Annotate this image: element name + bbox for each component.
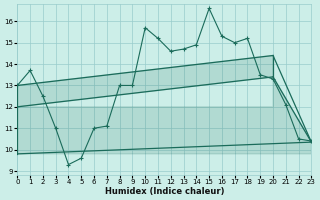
Polygon shape	[17, 77, 311, 154]
Polygon shape	[17, 56, 273, 107]
X-axis label: Humidex (Indice chaleur): Humidex (Indice chaleur)	[105, 187, 224, 196]
